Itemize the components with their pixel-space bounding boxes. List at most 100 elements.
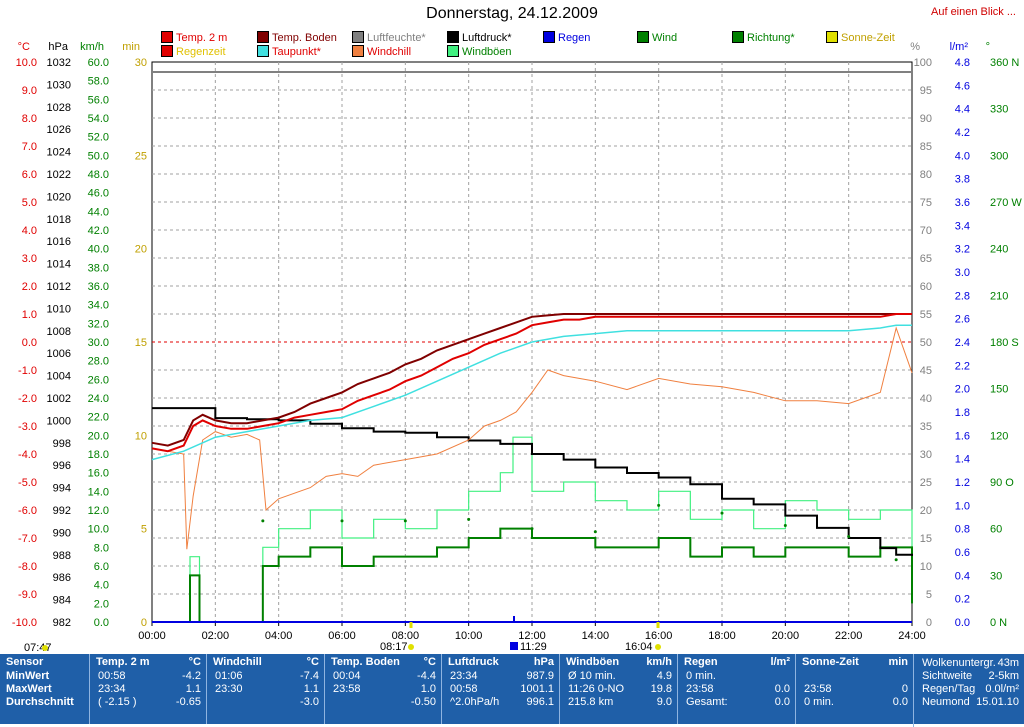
legend-item: Regen [543, 31, 590, 44]
pressure-axis-tick: 1008 [47, 326, 71, 338]
wind-axis-tick: 16.0 [88, 468, 109, 480]
footer-cell-value: 987.9 [526, 670, 554, 682]
percent-axis-tick: 40 [920, 393, 932, 405]
footer-cell-label: 11:26 0-NO [568, 683, 625, 695]
footer-row: 11:26 0-NO 19.8 [560, 683, 678, 696]
temp-axis-tick: -1.0 [18, 365, 37, 377]
pressure-axis-tick: 1016 [47, 236, 71, 248]
footer-row: Gesamt: 0.0 [678, 696, 796, 709]
rain-axis-tick: 0.2 [955, 594, 970, 606]
legend-swatch [257, 45, 269, 57]
legend-item: Richtung* [732, 31, 795, 44]
wind-axis-tick: 44.0 [88, 206, 109, 218]
footer-column-header: Temp. 2 m °C [96, 656, 201, 668]
legend-swatch [543, 31, 555, 43]
temp-axis-tick: 2.0 [22, 281, 37, 293]
series-richtung-point [720, 511, 724, 515]
rain-axis-tick: 1.4 [955, 454, 970, 466]
legend-label: Taupunkt* [272, 46, 321, 58]
at-a-glance-link[interactable]: Auf einen Blick ... [931, 6, 1016, 18]
x-tick-label: 12:00 [518, 630, 546, 642]
pressure-axis-tick: 998 [53, 438, 71, 450]
footer-column-header: Windchill °C [213, 656, 319, 668]
percent-axis-tick: 45 [920, 365, 932, 377]
direction-axis-tick: 150 [990, 384, 1008, 396]
pressure-axis-tick: 1028 [47, 102, 71, 114]
wind-axis-tick: 50.0 [88, 150, 109, 162]
temp-axis-tick: 7.0 [22, 141, 37, 153]
pressure-axis-tick: 1004 [47, 371, 71, 383]
wind-axis-tick: 18.0 [88, 449, 109, 461]
percent-axis-tick: 25 [920, 477, 932, 489]
legend-swatch [161, 45, 173, 57]
percent-axis-tick: 80 [920, 169, 932, 181]
direction-axis-tick: 270 W [990, 197, 1022, 209]
footer-cell-value: 1.1 [185, 683, 201, 695]
series-richtung-point [403, 519, 407, 523]
legend-item: Temp. Boden [257, 31, 337, 44]
sunset-marker [655, 644, 661, 650]
legend-label: Temp. Boden [272, 32, 337, 44]
footer-cell-value: -0.50 [410, 696, 436, 708]
minutes-axis-tick: 10 [135, 430, 147, 442]
footer-max-label: MaxWert [6, 683, 52, 695]
temp-axis-tick: -7.0 [18, 533, 37, 545]
percent-axis-tick: 15 [920, 533, 932, 545]
rain-axis-tick: 4.4 [955, 104, 970, 116]
percent-axis-tick: 0 [926, 617, 932, 629]
footer-cell-value: 15.01.10 [976, 696, 1019, 708]
x-tick-label: 00:00 [138, 630, 166, 642]
rain-axis-tick: 4.0 [955, 150, 970, 162]
rain-axis-tick: 4.2 [955, 127, 970, 139]
footer-column: Windchill °C 01:06 -7.4 23:30 1.1 -3.0 [206, 654, 325, 724]
footer-column: Wolkenuntergr. 43m Sichtweite 2-5km Regen/Ta… [913, 654, 1024, 727]
series-temp-2m [151, 313, 912, 453]
footer-cell-value: 4.9 [656, 670, 672, 682]
sunrise-time-label: 08:17 [380, 641, 408, 653]
footer-cell-value: 996.1 [526, 696, 554, 708]
pressure-axis-tick: 988 [53, 550, 71, 562]
percent-axis-tick: 60 [920, 281, 932, 293]
percent-axis-tick: 5 [926, 589, 932, 601]
legend-label: Sonne-Zeit [841, 32, 895, 44]
legend-swatch [732, 31, 744, 43]
footer-cell-label: Sichtweite [922, 670, 973, 682]
footer-cell-value: -4.4 [417, 670, 436, 682]
wind-unit: km/h [80, 41, 104, 53]
pressure-axis-tick: 1002 [47, 393, 71, 405]
footer-cell-label: 23:34 [450, 670, 478, 682]
wind-axis-tick: 24.0 [88, 393, 109, 405]
footer-row: 23:58 1.0 [325, 683, 442, 696]
rain-axis-tick: 2.0 [955, 384, 970, 396]
wind-axis-tick: 42.0 [88, 225, 109, 237]
direction-axis-tick: 180 S [990, 337, 1019, 349]
footer-column-header: Luftdruck hPa [448, 656, 554, 668]
pressure-axis-tick: 1010 [47, 303, 71, 315]
rain-axis-tick: 4.8 [955, 57, 970, 69]
rain-axis-tick: 2.6 [955, 314, 970, 326]
footer-column-header: Regen l/m² [684, 656, 790, 668]
footer-cell-value: 0.0 [892, 696, 908, 708]
temp-axis-tick: -9.0 [18, 589, 37, 601]
temp-axis-tick: 1.0 [22, 309, 37, 321]
temp-axis-tick: -2.0 [18, 393, 37, 405]
footer-row: ( -2.15 ) -0.65 [90, 696, 207, 709]
wind-axis-tick: 8.0 [94, 542, 109, 554]
temp-axis-tick: -6.0 [18, 505, 37, 517]
footer-column-unit: °C [306, 656, 319, 668]
temp-axis-tick: 0.0 [22, 337, 37, 349]
rain-axis-tick: 3.2 [955, 244, 970, 256]
minutes-axis-tick: 5 [141, 524, 147, 536]
percent-axis-tick: 85 [920, 141, 932, 153]
footer-cell-value: 0.0 [774, 683, 790, 695]
series-richtung-point [783, 524, 787, 528]
x-tick-label: 04:00 [265, 630, 293, 642]
footer-cell-label: 23:30 [215, 683, 243, 695]
direction-axis-tick: 60 [990, 524, 1002, 536]
footer-row: ^2.0hPa/h 996.1 [442, 696, 560, 709]
noon-marker [510, 642, 518, 650]
temp-axis-tick: -5.0 [18, 477, 37, 489]
wind-axis-tick: 6.0 [94, 561, 109, 573]
footer-min-label: MinWert [6, 670, 50, 682]
rain-unit: l/m² [950, 41, 969, 53]
